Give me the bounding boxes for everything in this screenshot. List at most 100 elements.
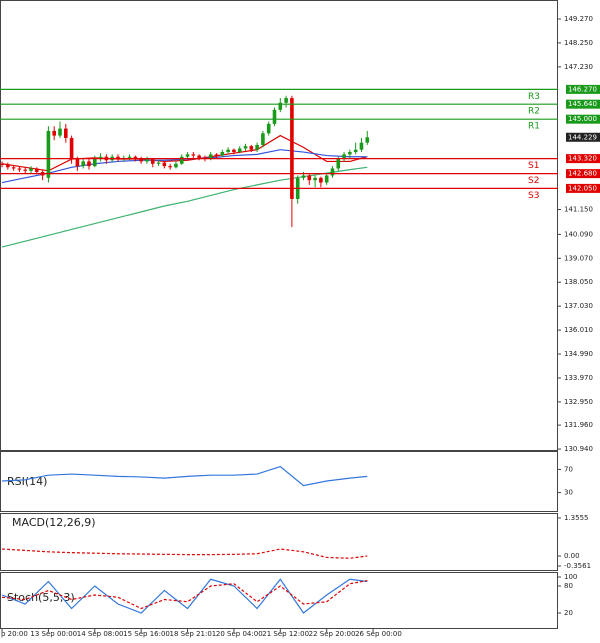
candle-body <box>353 149 358 153</box>
candle-body <box>330 168 335 176</box>
y-tick-label: 100 <box>564 573 577 581</box>
x-tick-label: 15 Sep 16:00 <box>123 630 170 638</box>
candle-body <box>237 148 242 153</box>
pivot-name: R3 <box>528 92 540 102</box>
candle-body <box>232 149 236 153</box>
candle-body <box>156 162 161 164</box>
candle-body <box>17 168 22 170</box>
candle-body <box>342 154 346 160</box>
moving-average <box>1 166 368 248</box>
y-tick-label: 0.00 <box>564 552 580 560</box>
candle-body <box>69 137 74 160</box>
candle-body <box>359 142 364 150</box>
candle-body <box>226 149 230 153</box>
y-tick-label: 136.010 <box>564 326 593 334</box>
stoch-title: Stoch(5,5,3) <box>7 591 75 604</box>
macd-title: MACD(12,26,9) <box>12 516 96 529</box>
y-tick-label: 1.3555 <box>564 514 589 522</box>
y-tick-label: 30 <box>564 489 573 497</box>
candle-body <box>348 152 352 155</box>
x-tick-label: 26 Sep 00:00 <box>355 630 402 638</box>
candle-body <box>75 159 80 167</box>
candle-body <box>174 163 178 168</box>
y-tick-label: 80 <box>564 582 573 590</box>
candle-body <box>116 156 120 160</box>
moving-average <box>1 134 368 172</box>
candle-body <box>290 98 294 199</box>
candle-body <box>185 154 190 157</box>
price-box-label: 143.320 <box>568 155 597 163</box>
macd-panel <box>0 513 558 571</box>
candle-body <box>208 154 213 160</box>
candle-body <box>81 161 85 167</box>
candle-body <box>336 159 341 169</box>
candle-body <box>162 162 167 167</box>
y-tick-label: 141.150 <box>564 206 593 214</box>
price-box-label: 142.680 <box>568 170 597 178</box>
y-tick-label: 149.270 <box>564 15 593 23</box>
pivot-name: R1 <box>528 122 540 132</box>
candle-body <box>319 177 323 183</box>
candle-body <box>150 159 155 164</box>
candle-body <box>168 166 172 168</box>
y-tick-label: 133.970 <box>564 374 593 382</box>
macd-signal <box>1 548 368 559</box>
pivot-name: S3 <box>528 191 539 201</box>
candle-body <box>191 154 196 156</box>
candle-body <box>29 168 33 171</box>
candle-body <box>249 146 254 150</box>
y-tick-label: 137.030 <box>564 302 593 310</box>
price-box-label: 142.050 <box>568 184 597 192</box>
y-tick-label: 139.070 <box>564 254 593 262</box>
y-tick-label: -0.3561 <box>564 562 591 570</box>
candle-body <box>243 146 248 149</box>
y-tick-label: 138.050 <box>564 278 593 286</box>
price-box <box>566 114 600 124</box>
candle-body <box>127 156 132 158</box>
candle-body <box>58 128 62 136</box>
price-box <box>566 154 600 164</box>
candle-body <box>214 154 219 156</box>
candle-body <box>98 156 103 160</box>
pivot-name: R2 <box>528 107 540 117</box>
rsi-title: RSI(14) <box>7 475 47 488</box>
candle-body <box>179 156 184 164</box>
candle-body <box>324 175 329 183</box>
candle-body <box>46 130 51 178</box>
rsi-panel <box>0 451 558 512</box>
stoch-line <box>1 578 368 614</box>
price-box-label: 145.640 <box>568 100 597 108</box>
y-tick-label: 134.990 <box>564 350 593 358</box>
candle-body <box>255 144 259 150</box>
candle-body <box>133 156 138 160</box>
x-tick-label: 21 Sep 12:00 <box>262 630 309 638</box>
y-tick-label: 147.230 <box>564 63 593 71</box>
price-box <box>566 183 600 193</box>
main-panel <box>0 0 558 451</box>
candle-body <box>284 98 288 103</box>
price-box <box>566 99 600 109</box>
candle-body <box>0 163 4 165</box>
candle-body <box>52 130 57 136</box>
y-tick-label: 20 <box>564 609 573 617</box>
candle-body <box>278 102 283 110</box>
current-price-label: 144.229 <box>568 133 597 141</box>
candle-body <box>307 175 312 181</box>
candle-body <box>266 123 271 134</box>
candle-body <box>139 159 143 162</box>
y-tick-label: 140.090 <box>564 230 593 238</box>
candle-body <box>261 133 265 145</box>
stoch-panel <box>0 572 558 629</box>
x-tick-label: 14 Sep 08:00 <box>77 630 124 638</box>
pivot-name: S1 <box>528 161 539 171</box>
candle-body <box>87 161 91 167</box>
candle-body <box>365 137 370 143</box>
x-tick-label: 13 Sep 00:00 <box>30 630 77 638</box>
pivot-name: S2 <box>528 176 539 186</box>
candle-body <box>11 167 16 169</box>
x-tick-label: p 20:00 <box>1 630 28 638</box>
x-tick-label: 18 Sep 21:01 <box>170 630 217 638</box>
y-tick-label: 70 <box>564 465 573 473</box>
y-tick-label: 132.950 <box>564 398 593 406</box>
